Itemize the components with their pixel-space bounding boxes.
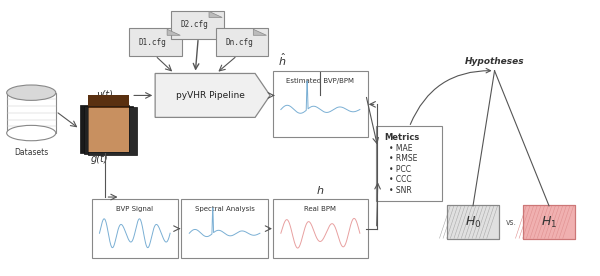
Polygon shape: [7, 93, 56, 133]
FancyBboxPatch shape: [273, 71, 368, 137]
FancyBboxPatch shape: [92, 199, 178, 258]
Text: $H_0$: $H_0$: [465, 214, 481, 230]
FancyBboxPatch shape: [130, 28, 182, 56]
Polygon shape: [253, 29, 266, 35]
FancyBboxPatch shape: [215, 28, 268, 56]
Text: • MAE: • MAE: [389, 144, 412, 153]
Text: • CCC: • CCC: [389, 175, 411, 184]
Text: • RMSE: • RMSE: [389, 155, 417, 163]
FancyBboxPatch shape: [523, 205, 575, 239]
Text: Hypotheses: Hypotheses: [465, 57, 524, 66]
Text: Datasets: Datasets: [14, 148, 49, 156]
Polygon shape: [167, 29, 180, 35]
Text: h: h: [317, 186, 324, 196]
FancyBboxPatch shape: [88, 106, 129, 152]
Text: $H_1$: $H_1$: [541, 214, 557, 230]
FancyBboxPatch shape: [80, 105, 129, 153]
Ellipse shape: [7, 85, 56, 100]
Text: Real BPM: Real BPM: [304, 206, 337, 212]
FancyBboxPatch shape: [88, 107, 137, 155]
Text: vs.: vs.: [506, 217, 517, 227]
FancyArrowPatch shape: [410, 68, 491, 124]
Text: Metrics: Metrics: [384, 132, 419, 142]
Text: g(t): g(t): [91, 155, 108, 164]
Text: Spectral Analysis: Spectral Analysis: [194, 206, 254, 212]
Polygon shape: [88, 95, 129, 108]
FancyBboxPatch shape: [273, 199, 368, 258]
Text: Dn.cfg: Dn.cfg: [225, 38, 253, 47]
Text: Estimated BVP/BPM: Estimated BVP/BPM: [286, 78, 355, 84]
Text: pyVHR Pipeline: pyVHR Pipeline: [176, 91, 245, 100]
FancyBboxPatch shape: [84, 106, 133, 154]
Polygon shape: [155, 73, 270, 117]
Text: ν(t): ν(t): [97, 89, 113, 99]
Polygon shape: [209, 11, 222, 17]
Text: BVP Signal: BVP Signal: [116, 206, 154, 212]
Text: • SNR: • SNR: [389, 186, 412, 195]
FancyBboxPatch shape: [446, 205, 499, 239]
Text: • PCC: • PCC: [389, 165, 410, 174]
FancyBboxPatch shape: [376, 126, 442, 201]
Text: $\hat{h}$: $\hat{h}$: [278, 52, 286, 68]
Text: D2.cfg: D2.cfg: [181, 20, 209, 29]
Text: D1.cfg: D1.cfg: [139, 38, 167, 47]
FancyBboxPatch shape: [181, 199, 268, 258]
Ellipse shape: [7, 125, 56, 141]
FancyBboxPatch shape: [171, 10, 224, 39]
